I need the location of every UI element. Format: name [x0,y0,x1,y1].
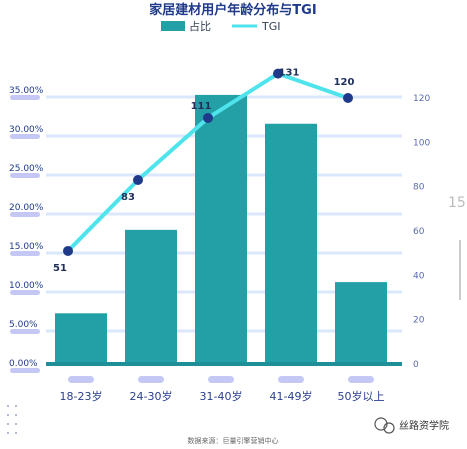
dot [15,405,17,407]
category-label: 18-23岁 [60,389,103,403]
tgi-point [63,245,73,256]
left-tick-label: 35.00% [9,86,44,96]
left-tick-label: 25.00% [9,164,44,174]
right-tick-label: 20 [413,316,425,326]
left-tick-pill [10,95,40,100]
legend: 占比 TGI [161,19,281,33]
category-pill [278,376,304,383]
left-tick-pill [10,368,40,373]
category-pill [208,376,234,383]
category-labels: 18-23岁 24-30岁 31-40岁 41-49岁 50岁以上 [60,389,385,403]
bar [265,123,317,364]
right-tick-label: 40 [413,271,425,281]
left-tick-label: 5.00% [9,320,38,330]
decorative-dots [7,405,17,434]
category-label: 31-40岁 [200,389,243,403]
category-label: 24-30岁 [130,389,173,403]
dot [15,423,17,425]
left-tick-pill [10,173,40,178]
chart-title: 家居建材用户年龄分布与TGI [149,2,316,18]
tgi-point [343,93,353,103]
right-axis: 0 20 40 60 80 100 120 [413,94,430,370]
category-pill [68,376,94,383]
category-pill [348,376,374,383]
dot [7,423,9,425]
tgi-data-label: 120 [334,77,355,88]
watermark-icon [374,417,395,434]
tgi-data-labels: 51 83 111 131 120 [53,68,354,274]
left-tick-pill [10,134,40,139]
left-tick-label: 10.00% [9,281,44,291]
tgi-data-label: 131 [279,68,300,79]
left-tick-pill [10,290,40,295]
category-pills [68,376,374,383]
right-tick-label: 60 [413,227,425,237]
dot [7,432,9,434]
bar [335,282,387,364]
left-tick-pill [10,329,40,334]
tgi-data-label: 111 [191,101,212,112]
bar [195,94,247,365]
category-label: 41-49岁 [270,389,313,403]
source-note: 数据来源：巨量引擎营销中心 [188,436,279,445]
legend-label-line: TGI [261,20,281,33]
dot [15,414,17,416]
dot [7,414,9,416]
left-tick-label: 0.00% [9,359,38,369]
dot [7,405,9,407]
left-tick-label: 20.00% [9,203,44,213]
left-tick-pill [10,212,40,217]
left-axis: 0.00% 5.00% 10.00% 15.00% 20.00% 25.00% 30.00%… [9,86,44,373]
watermark: 丝路资学院 [374,417,449,434]
left-tick-label: 15.00% [9,242,44,252]
left-tick-label: 30.00% [9,125,44,135]
right-tick-label: 120 [413,94,430,104]
right-tick-label: 0 [413,360,419,370]
legend-swatch-bar [161,21,185,31]
legend-label-bar: 占比 [189,19,211,33]
right-tick-label: 100 [413,138,430,148]
tgi-point [133,175,143,186]
category-label: 50岁以上 [338,389,385,403]
right-tick-label: 80 [413,183,425,193]
bar-series [55,94,387,365]
watermark-text: 丝路资学院 [399,419,449,432]
tgi-series [63,68,353,256]
bar [125,229,177,364]
dot [15,432,17,434]
tgi-point [273,68,283,79]
tgi-data-label: 51 [53,263,67,274]
tgi-data-label: 83 [121,192,135,203]
bar [55,313,107,364]
category-pill [138,376,164,383]
left-tick-pill [10,251,40,256]
page-number: 15 [448,195,466,211]
tgi-point [203,112,213,123]
